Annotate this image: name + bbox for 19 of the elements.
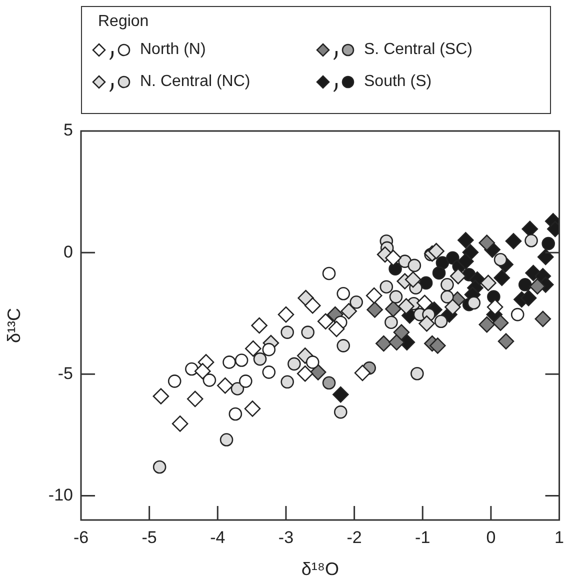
y-tick-label: 0 [64,242,73,262]
x-tick-label: -4 [210,528,226,547]
legend-label: North (N) [140,41,206,59]
x-tick-label: -2 [346,528,362,547]
x-tick-label: -1 [415,528,430,547]
y-axis-title: δ¹³C [4,308,24,344]
x-tick-label: -5 [142,528,157,547]
legend-title: Region [98,13,150,31]
x-tick-label: -6 [73,528,89,547]
y-tick-label: -5 [58,364,73,383]
legend-label: S. Central (SC) [364,41,472,59]
x-tick-label: 1 [554,528,564,547]
y-tick-label: 5 [64,120,73,140]
x-tick-label: -3 [278,528,294,547]
legend-label: South (S) [364,73,432,91]
x-tick-label: 0 [486,528,496,547]
y-tick-label: -10 [48,485,73,504]
legend-label: N. Central (NC) [140,73,250,91]
x-axis-title: δ¹⁸O [301,559,339,580]
